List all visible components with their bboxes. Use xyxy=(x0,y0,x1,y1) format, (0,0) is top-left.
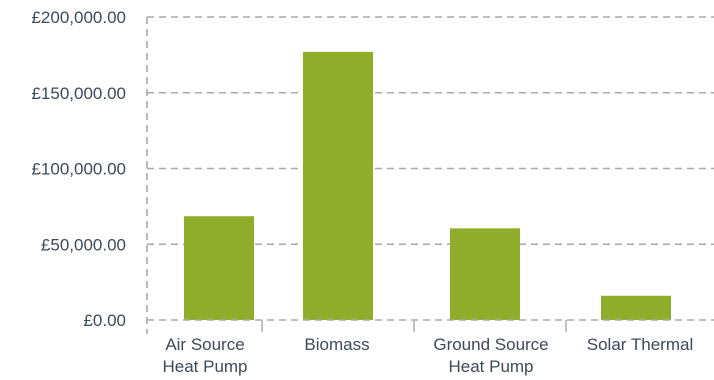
y-tick-label: £50,000.00 xyxy=(41,235,126,254)
axes xyxy=(146,17,714,334)
x-axis-tick-labels: Air Source Heat Pump Biomass Ground Source H… xyxy=(162,335,693,376)
bar xyxy=(601,295,671,320)
y-axis-tick-labels: £0.00 £50,000.00 £100,000.00 £150,000.00 £20… xyxy=(31,8,126,330)
y-tick-label: £100,000.00 xyxy=(31,160,126,179)
x-tick-label: Ground Source Heat Pump xyxy=(433,335,548,376)
x-tick-label: Solar Thermal xyxy=(587,335,693,354)
bars xyxy=(184,51,671,320)
x-tick-label: Biomass xyxy=(304,335,369,354)
bar xyxy=(184,216,254,320)
y-tick-label: £200,000.00 xyxy=(31,8,126,27)
y-tick-label: £150,000.00 xyxy=(31,84,126,103)
bar xyxy=(450,228,520,320)
gridlines xyxy=(147,16,714,246)
x-tick-label: Air Source Heat Pump xyxy=(162,335,247,376)
bar xyxy=(303,51,373,320)
y-tick-label: £0.00 xyxy=(83,311,126,330)
